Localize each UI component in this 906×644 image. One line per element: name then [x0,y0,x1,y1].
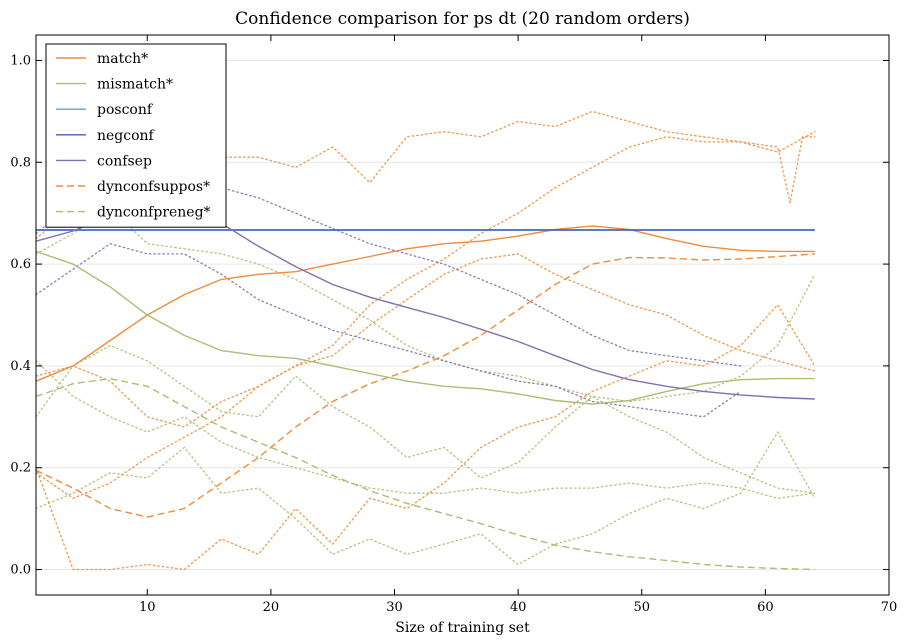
series-line-match [35,225,815,382]
legend-box [45,43,227,228]
series-line-dynconfpreneg [35,377,815,571]
x-tick-label: 10 [139,600,156,615]
legend-label: dynconfsuppos* [97,179,210,195]
background-trace [35,207,816,403]
y-tick-label: 0.4 [10,359,31,374]
x-tick-label: 60 [757,600,774,615]
plot-frame [35,34,890,596]
background-trace [35,430,816,566]
y-tick-label: 0.0 [10,563,31,578]
legend-label: dynconfpreneg* [97,205,211,221]
x-tick-label: 40 [510,600,527,615]
series-line-dynconfsuppos [35,253,815,518]
background-trace [35,344,816,494]
background-trace [35,253,816,500]
legend-label: negconf [97,128,156,144]
x-tick-label: 70 [881,600,898,615]
background-trace [35,242,742,418]
y-tick-label: 0.2 [10,461,31,476]
x-axis-label: Size of training set [395,620,530,636]
x-tick-label: 30 [386,600,403,615]
y-tick-label: 0.8 [10,155,31,170]
legend-label: posconf [97,102,154,118]
axis-ticks: 10 20 30 40 50 60 70 0.0 0.2 0.4 0.6 0.8 1.0 [10,35,897,615]
legend-label: confsep [97,153,152,169]
y-tick-label: 1.0 [10,53,31,68]
x-tick-label: 50 [633,600,650,615]
background-trace [35,131,816,428]
x-tick-label: 20 [263,600,280,615]
legend-label: mismatch* [97,77,173,93]
chart-title: Confidence comparison for ps dt (20 rand… [235,9,690,29]
legend: match* mismatch* posconf negconf confsep dync… [45,43,227,228]
series-line-confsep [35,204,815,400]
series-lines [35,204,815,571]
y-tick-label: 0.6 [10,257,31,272]
legend-label: match* [97,51,148,67]
background-trace [35,360,816,499]
series-line-mismatch [35,250,815,405]
background-trace [35,303,816,571]
